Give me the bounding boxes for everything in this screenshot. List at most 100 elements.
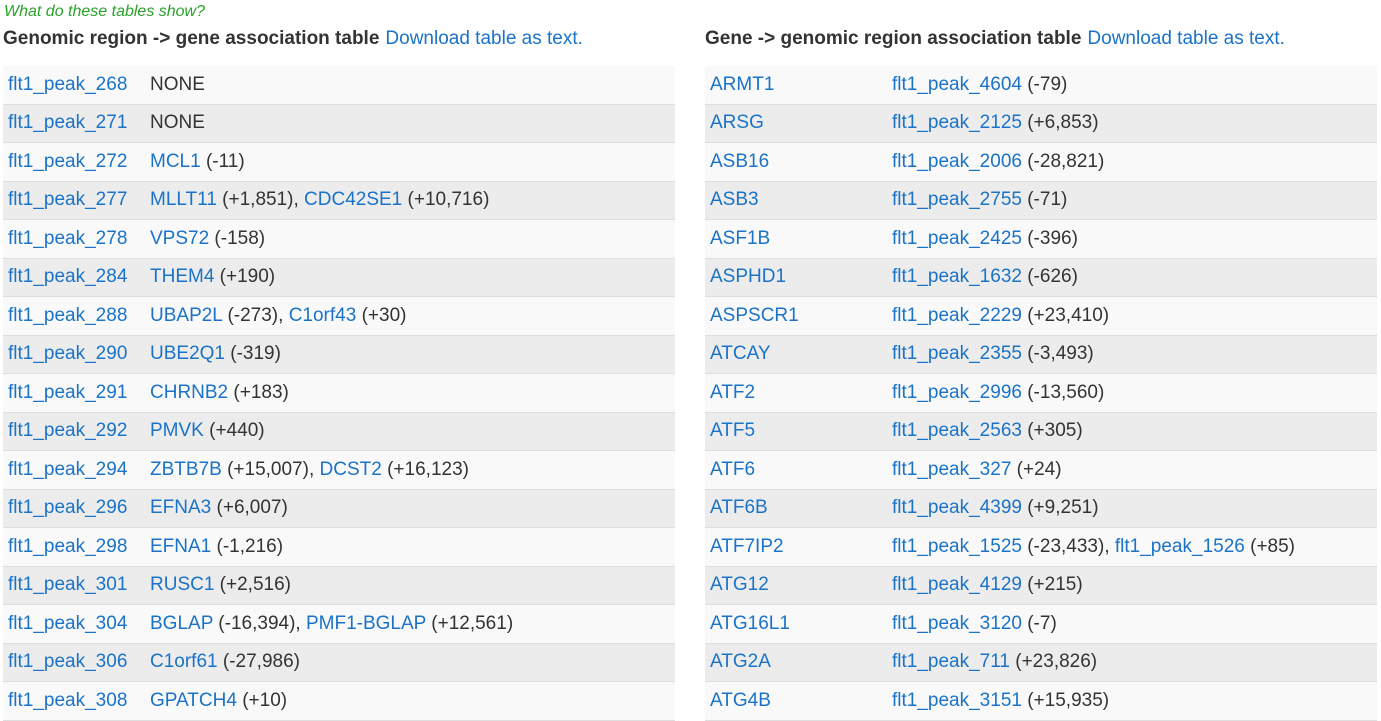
gene-link[interactable]: PMVK bbox=[150, 420, 204, 442]
region-link[interactable]: flt1_peak_288 bbox=[8, 304, 128, 326]
region-link[interactable]: flt1_peak_3120 bbox=[892, 612, 1022, 634]
gene-link[interactable]: C1orf43 bbox=[288, 304, 357, 326]
gene-link[interactable]: ARSG bbox=[710, 112, 764, 134]
gene-link[interactable]: ZBTB7B bbox=[150, 458, 222, 480]
table-row: ARSG flt1_peak_2125 (+6,853) bbox=[705, 104, 1377, 143]
separator: , bbox=[308, 458, 320, 480]
association-cell: NONE bbox=[150, 112, 675, 134]
gene-link[interactable]: ATF6B bbox=[710, 497, 768, 519]
gene-link[interactable]: UBAP2L bbox=[150, 304, 223, 326]
region-link[interactable]: flt1_peak_292 bbox=[8, 420, 128, 442]
region-link[interactable]: flt1_peak_277 bbox=[8, 189, 128, 211]
table-row: ATG2A flt1_peak_711 (+23,826) bbox=[705, 643, 1377, 682]
region-link[interactable]: flt1_peak_290 bbox=[8, 343, 128, 365]
gene-link[interactable]: ATG16L1 bbox=[710, 612, 790, 634]
gene-link[interactable]: ATF7IP2 bbox=[710, 535, 784, 557]
association-cell: flt1_peak_2425 (-396) bbox=[892, 228, 1377, 250]
region-link[interactable]: flt1_peak_4604 bbox=[892, 73, 1022, 95]
association-cell: THEM4 (+190) bbox=[150, 266, 675, 288]
table-row: flt1_peak_290 UBE2Q1 (-319) bbox=[3, 335, 675, 374]
distance-label: (+215) bbox=[1021, 574, 1083, 596]
gene-link[interactable]: ASB3 bbox=[710, 189, 759, 211]
gene-link[interactable]: RUSC1 bbox=[150, 574, 215, 596]
table-row: ASB3 flt1_peak_2755 (-71) bbox=[705, 181, 1377, 220]
region-link[interactable]: flt1_peak_2229 bbox=[892, 304, 1022, 326]
gene-link[interactable]: CDC42SE1 bbox=[304, 189, 403, 211]
region-link[interactable]: flt1_peak_272 bbox=[8, 150, 128, 172]
region-link[interactable]: flt1_peak_2355 bbox=[892, 343, 1022, 365]
gene-link[interactable]: THEM4 bbox=[150, 266, 215, 288]
distance-label: (-3,493) bbox=[1021, 343, 1094, 365]
gene-link[interactable]: C1orf61 bbox=[150, 651, 218, 673]
gene-link[interactable]: ATF2 bbox=[710, 381, 756, 403]
region-link[interactable]: flt1_peak_284 bbox=[8, 266, 128, 288]
gene-link[interactable]: ATG12 bbox=[710, 574, 769, 596]
gene-link[interactable]: ARMT1 bbox=[710, 73, 775, 95]
region-link[interactable]: flt1_peak_304 bbox=[8, 612, 128, 634]
region-link[interactable]: flt1_peak_291 bbox=[8, 381, 128, 403]
gene-link[interactable]: ASPSCR1 bbox=[710, 304, 799, 326]
region-link[interactable]: flt1_peak_711 bbox=[892, 651, 1010, 673]
region-link[interactable]: flt1_peak_327 bbox=[892, 458, 1012, 480]
gene-to-region-download-link[interactable]: Download table as text. bbox=[1087, 28, 1285, 49]
gene-link[interactable]: ASF1B bbox=[710, 227, 771, 249]
gene-link[interactable]: UBE2Q1 bbox=[150, 343, 225, 365]
association-cell: flt1_peak_2125 (+6,853) bbox=[892, 112, 1377, 134]
gene-link[interactable]: ATCAY bbox=[710, 343, 771, 365]
association-cell: flt1_peak_327 (+24) bbox=[892, 459, 1377, 481]
gene-link[interactable]: DCST2 bbox=[319, 458, 382, 480]
region-to-gene-title: Genomic region -> gene association table bbox=[3, 28, 380, 49]
help-link[interactable]: What do these tables show? bbox=[4, 3, 206, 20]
association-cell: flt1_peak_2563 (+305) bbox=[892, 420, 1377, 442]
distance-label: (+9,251) bbox=[1021, 497, 1099, 519]
gene-link[interactable]: ASPHD1 bbox=[710, 266, 787, 288]
region-link[interactable]: flt1_peak_2996 bbox=[892, 381, 1022, 403]
association-cell: flt1_peak_2006 (-28,821) bbox=[892, 151, 1377, 173]
region-link[interactable]: flt1_peak_2125 bbox=[892, 112, 1022, 134]
region-link[interactable]: flt1_peak_2006 bbox=[892, 150, 1022, 172]
region-link[interactable]: flt1_peak_4399 bbox=[892, 497, 1022, 519]
gene-link[interactable]: VPS72 bbox=[150, 227, 210, 249]
association-cell: UBAP2L (-273), C1orf43 (+30) bbox=[150, 305, 675, 327]
distance-label: (-11) bbox=[200, 150, 245, 172]
association-cell: flt1_peak_1632 (-626) bbox=[892, 266, 1377, 288]
region-link[interactable]: flt1_peak_1525 bbox=[892, 535, 1022, 557]
gene-link[interactable]: EFNA3 bbox=[150, 497, 212, 519]
region-link[interactable]: flt1_peak_306 bbox=[8, 651, 128, 673]
region-link[interactable]: flt1_peak_2563 bbox=[892, 420, 1022, 442]
gene-link[interactable]: EFNA1 bbox=[150, 535, 212, 557]
gene-link[interactable]: ATF6 bbox=[710, 458, 756, 480]
gene-link[interactable]: MCL1 bbox=[150, 150, 201, 172]
gene-link[interactable]: ATF5 bbox=[710, 420, 756, 442]
region-link[interactable]: flt1_peak_301 bbox=[8, 574, 128, 596]
region-link[interactable]: flt1_peak_4129 bbox=[892, 574, 1022, 596]
gene-link[interactable]: BGLAP bbox=[150, 612, 214, 634]
region-link[interactable]: flt1_peak_294 bbox=[8, 458, 128, 480]
distance-label: (+183) bbox=[228, 381, 289, 403]
region-link[interactable]: flt1_peak_2425 bbox=[892, 227, 1022, 249]
region-link[interactable]: flt1_peak_1526 bbox=[1114, 535, 1245, 557]
table-row: ASF1B flt1_peak_2425 (-396) bbox=[705, 220, 1377, 259]
region-link[interactable]: flt1_peak_268 bbox=[8, 73, 128, 95]
region-link[interactable]: flt1_peak_2755 bbox=[892, 189, 1022, 211]
region-link[interactable]: flt1_peak_298 bbox=[8, 535, 128, 557]
gene-link[interactable]: ATG2A bbox=[710, 651, 771, 673]
region-to-gene-download-link[interactable]: Download table as text. bbox=[385, 28, 583, 49]
region-link[interactable]: flt1_peak_3151 bbox=[892, 689, 1022, 711]
region-link[interactable]: flt1_peak_296 bbox=[8, 497, 128, 519]
region-link[interactable]: flt1_peak_308 bbox=[8, 689, 128, 711]
table-row: ATG4B flt1_peak_3151 (+15,935) bbox=[705, 682, 1377, 721]
gene-link[interactable]: PMF1-BGLAP bbox=[305, 612, 426, 634]
gene-link[interactable]: GPATCH4 bbox=[150, 689, 237, 711]
gene-link[interactable]: ATG4B bbox=[710, 689, 771, 711]
region-link[interactable]: flt1_peak_1632 bbox=[892, 266, 1022, 288]
region-link[interactable]: flt1_peak_278 bbox=[8, 227, 128, 249]
table-row: ASPSCR1 flt1_peak_2229 (+23,410) bbox=[705, 297, 1377, 336]
gene-link[interactable]: ASB16 bbox=[710, 150, 770, 172]
gene-link[interactable]: CHRNB2 bbox=[150, 381, 229, 403]
table-row: ASB16 flt1_peak_2006 (-28,821) bbox=[705, 143, 1377, 182]
separator: , bbox=[1104, 535, 1115, 557]
association-cell: flt1_peak_4399 (+9,251) bbox=[892, 497, 1377, 519]
region-link[interactable]: flt1_peak_271 bbox=[8, 112, 128, 134]
gene-link[interactable]: MLLT11 bbox=[150, 189, 217, 211]
